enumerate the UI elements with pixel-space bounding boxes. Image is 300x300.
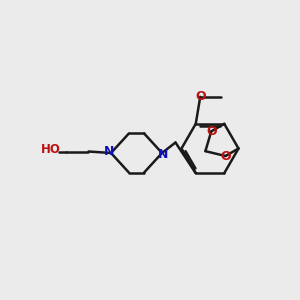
- Text: N: N: [104, 145, 115, 158]
- Text: O: O: [220, 149, 231, 163]
- Text: HO: HO: [41, 143, 61, 156]
- Text: O: O: [206, 125, 217, 138]
- Text: O: O: [195, 90, 206, 103]
- Text: N: N: [158, 148, 169, 161]
